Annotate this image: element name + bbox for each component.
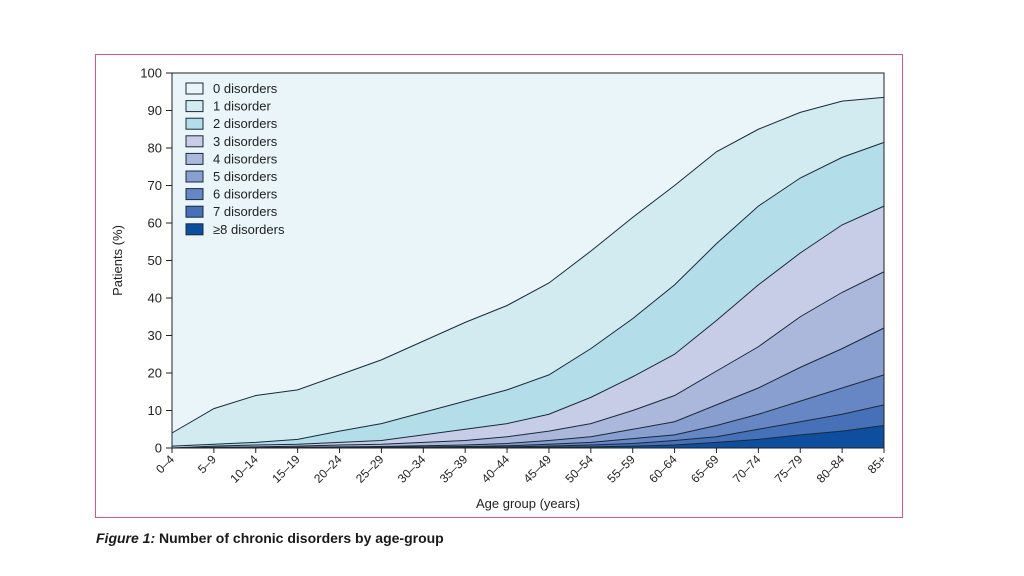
- legend-swatch-6-disorders: [185, 188, 204, 201]
- x-tick-label: 80–84: [814, 452, 848, 486]
- x-tick-label: 15–19: [269, 452, 303, 486]
- figure-caption-label: Figure 1:: [96, 530, 156, 546]
- y-tick-label: 100: [140, 66, 162, 81]
- y-tick-label: 10: [148, 403, 162, 418]
- legend-label-5-disorders: 5 disorders: [213, 169, 278, 184]
- area-layers: [171, 73, 885, 449]
- x-tick-label: 85+: [865, 452, 889, 476]
- figure-caption-text: Number of chronic disorders by age-group: [159, 530, 444, 546]
- area-4-disorders: [172, 271, 884, 448]
- y-tick-label: 0: [155, 441, 162, 456]
- area-6-disorders: [172, 374, 884, 448]
- y-tick-label: 60: [148, 216, 162, 231]
- x-tick-label: 60–64: [646, 452, 680, 486]
- x-tick-label: 25–29: [353, 452, 387, 486]
- stacked-area-chart: 0 10 20 30 40 50 60 70 80 90 100 0–4 5–9 10–14 15–19 20…: [110, 66, 889, 512]
- legend-label-4-disorders: 4 disorders: [213, 151, 278, 166]
- y-tick-label: 50: [148, 253, 162, 268]
- legend-swatch-0-disorders: [185, 82, 204, 95]
- legend-label-0-disorders: 0 disorders: [213, 81, 278, 96]
- area-ge8-disorders: [172, 425, 884, 448]
- legend-label-6-disorders: 6 disorders: [213, 187, 278, 202]
- boundary-line-3-disorders: [171, 205, 885, 449]
- legend-swatch-7-disorders: [185, 205, 204, 218]
- x-tick-label: 40–44: [479, 452, 513, 486]
- y-tick-label: 80: [148, 141, 162, 156]
- legend-label-7-disorders: 7 disorders: [213, 204, 278, 219]
- boundary-line-4-disorders: [171, 271, 885, 449]
- x-tick-label: 55–59: [604, 452, 638, 486]
- y-tick-label: 90: [148, 103, 162, 118]
- y-tick-label: 30: [148, 328, 162, 343]
- figure-frame: 0 10 20 30 40 50 60 70 80 90 100 0–4 5–9 10–14 15–19 20…: [95, 54, 903, 518]
- legend-label-3-disorders: 3 disorders: [213, 134, 278, 149]
- legend-label-1-disorder: 1 disorder: [213, 99, 271, 114]
- legend-swatch-3-disorders: [185, 135, 204, 148]
- x-tick-label: 30–34: [395, 452, 429, 486]
- x-tick-label: 70–74: [730, 452, 764, 486]
- x-tick-label: 45–49: [521, 452, 555, 486]
- x-tick-label: 75–79: [772, 452, 806, 486]
- y-tick-label: 40: [148, 291, 162, 306]
- y-axis-title: Patients (%): [110, 225, 125, 296]
- y-tick-label: 70: [148, 178, 162, 193]
- boundary-line-2-disorders: [171, 141, 885, 447]
- x-axis-title: Age group (years): [476, 496, 580, 511]
- x-tick-label: 35–39: [437, 452, 471, 486]
- legend-swatch-1-disorder: [185, 100, 204, 113]
- x-tick-label: 20–24: [311, 452, 345, 486]
- legend-swatch-2-disorders: [185, 117, 204, 130]
- x-tick-label: 65–69: [688, 452, 722, 486]
- legend-label-2-disorders: 2 disorders: [213, 116, 278, 131]
- x-tick-label: 5–9: [195, 452, 219, 476]
- legend-swatch-4-disorders: [185, 152, 204, 165]
- legend-swatch-5-disorders: [185, 170, 204, 183]
- x-tick-label: 50–54: [562, 452, 596, 486]
- boundary-line-1-disorder: [171, 96, 885, 434]
- area-5-disorders: [172, 328, 884, 448]
- x-tick-label: 0–4: [153, 452, 177, 476]
- legend: 0 disorders 1 disorder 2 disorders 3 disord…: [185, 81, 285, 237]
- x-tick-label: 10–14: [227, 452, 261, 486]
- legend-swatch-ge8-disorders: [185, 223, 204, 236]
- legend-label-ge8-disorders: ≥8 disorders: [213, 222, 285, 237]
- figure-caption: Figure 1: Number of chronic disorders by…: [96, 530, 444, 546]
- y-tick-label: 20: [148, 366, 162, 381]
